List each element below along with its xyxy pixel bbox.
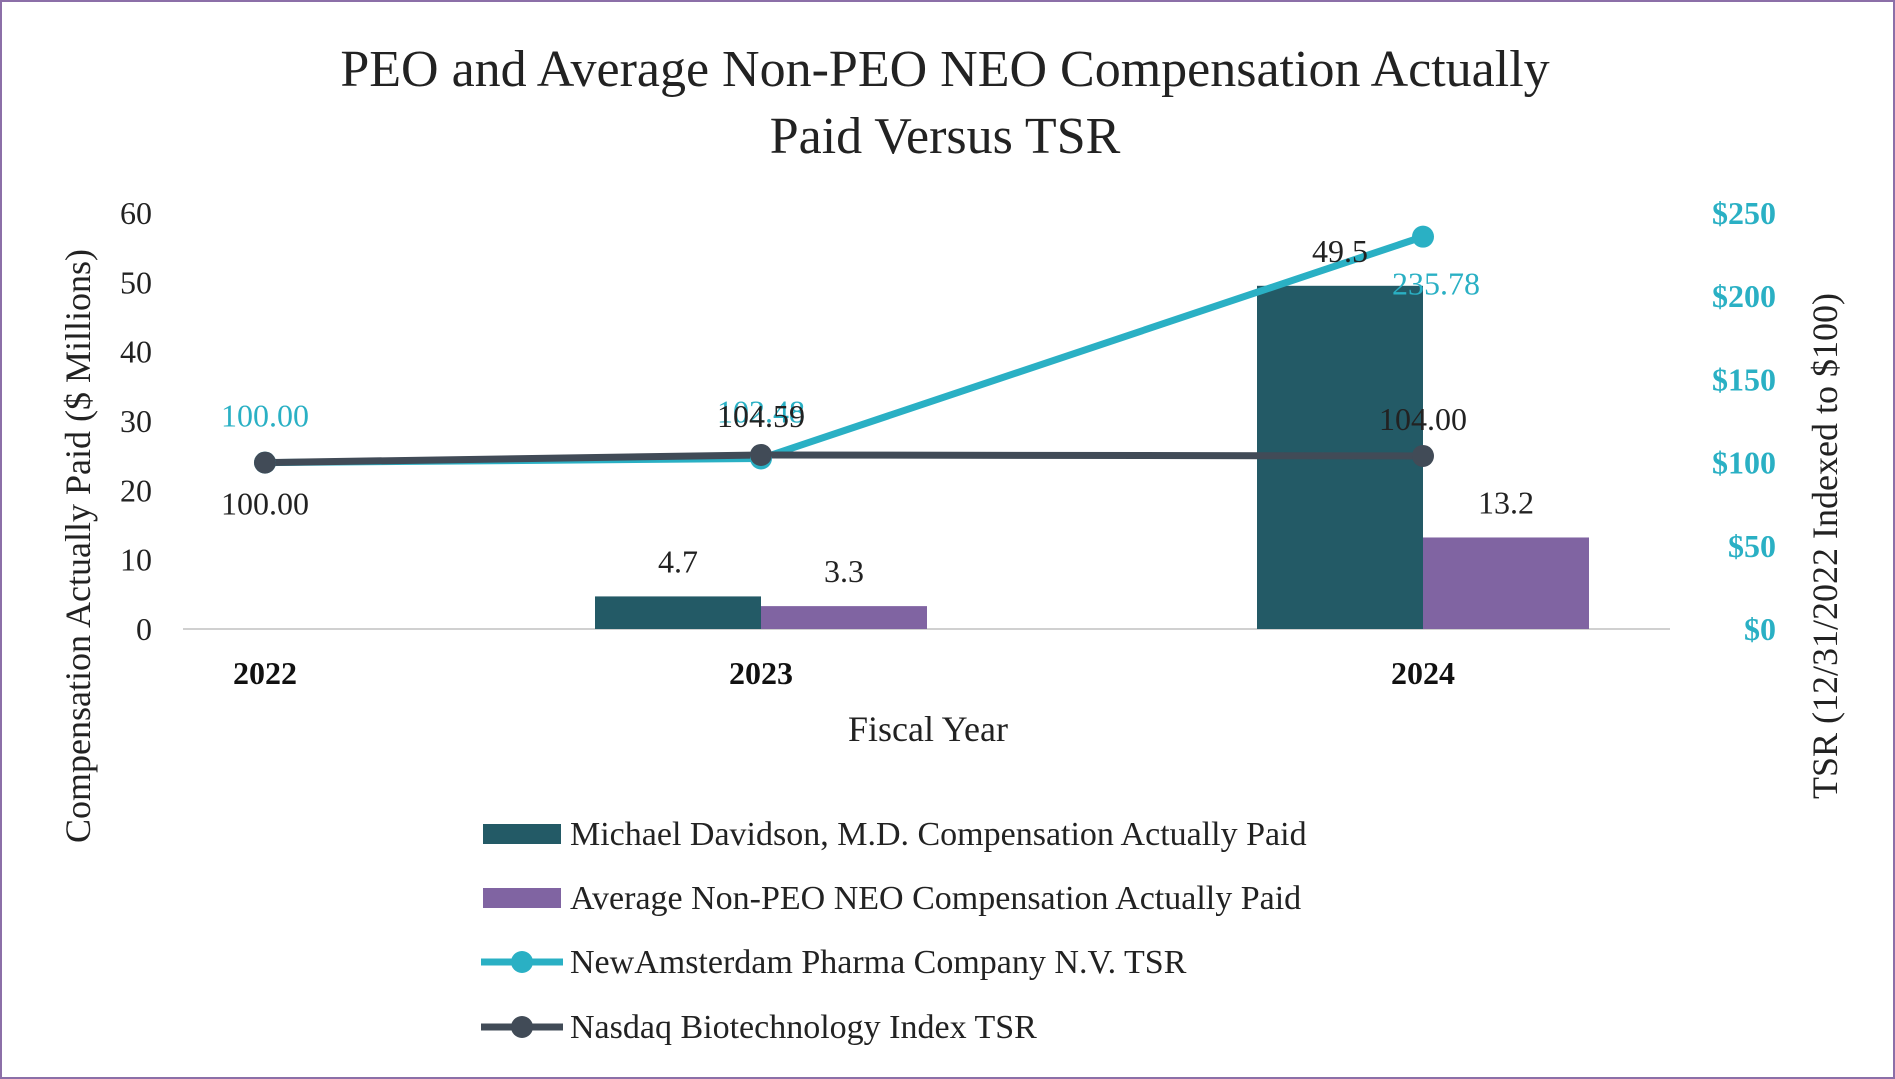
y-tick-label: 20 [120,472,152,508]
index-tsr-data-label: 104.59 [717,398,805,434]
x-axis-title: Fiscal Year [848,709,1008,749]
index-tsr-legend-marker [511,1016,533,1038]
legend-label: Average Non-PEO NEO Compensation Actuall… [570,880,1301,917]
legend: Michael Davidson, M.D. Compensation Actu… [481,816,1307,1046]
bar-data-label: 13.2 [1478,484,1534,520]
bar-non-peo-legend-swatch [483,888,561,908]
index-tsr-data-label: 104.00 [1379,401,1467,437]
bar-data-label: 49.5 [1312,233,1368,269]
left-axis-ticks: 0 10 20 30 40 50 60 [120,195,152,647]
legend-label: Michael Davidson, M.D. Compensation Actu… [570,816,1307,853]
bar-non-peo-2024 [1423,537,1589,629]
line-series [254,225,1434,474]
right-axis-ticks: $0 $50 $100 $150 $200 $250 [1712,195,1776,647]
y-axis-title: Compensation Actually Paid ($ Millions) [58,249,98,843]
legend-label: NewAmsterdam Pharma Company N.V. TSR [570,944,1187,981]
company-tsr-data-label: 235.78 [1392,266,1480,302]
company-tsr-line [264,233,1425,467]
y2-tick-label: $150 [1712,361,1776,397]
y2-tick-label: $100 [1712,445,1776,481]
x-axis-tick-labels: 2022 2023 2024 [233,655,1455,691]
chart-title-line-1: PEO and Average Non-PEO NEO Compensation… [340,41,1549,98]
y-tick-label: 10 [120,542,152,578]
y-tick-label: 30 [120,403,152,439]
y-tick-label: 40 [120,334,152,370]
legend-label: Nasdaq Biotechnology Index TSR [570,1009,1037,1046]
chart-title-line-2: Paid Versus TSR [770,108,1121,165]
bar-data-labels: 4.7 49.5 3.3 13.2 [658,233,1534,589]
bar-peo-legend-swatch [483,824,561,844]
y2-tick-label: $50 [1728,528,1776,564]
line-data-labels: 100.00 102.48 235.78 100.00 104.59 104.00 [221,266,1480,522]
index-tsr-data-label: 100.00 [221,486,309,522]
index-tsr-line [264,451,1424,467]
bar-data-label: 3.3 [824,553,864,589]
y-tick-label: 60 [120,195,152,231]
bar-peo-2023 [595,596,761,629]
x-tick-label: 2022 [233,655,297,691]
y-tick-label: 50 [120,264,152,300]
x-tick-label: 2023 [729,655,793,691]
y2-tick-label: $250 [1712,195,1776,231]
company-tsr-data-label: 100.00 [221,398,309,434]
x-tick-label: 2024 [1391,655,1455,691]
bar-data-label: 4.7 [658,543,698,579]
y2-tick-label: $0 [1744,611,1776,647]
index-tsr-point [750,443,772,466]
y2-tick-label: $200 [1712,278,1776,314]
y2-axis-title: TSR (12/31/2022 Indexed to $100) [1805,293,1845,799]
index-tsr-point [254,451,276,474]
company-tsr-legend-marker [511,951,533,973]
bar-non-peo-2023 [761,606,927,629]
company-tsr-point [1412,225,1434,248]
company-tsr-data-label: 102.48 [717,393,805,429]
y-tick-label: 0 [136,611,152,647]
index-tsr-point [1412,444,1434,467]
